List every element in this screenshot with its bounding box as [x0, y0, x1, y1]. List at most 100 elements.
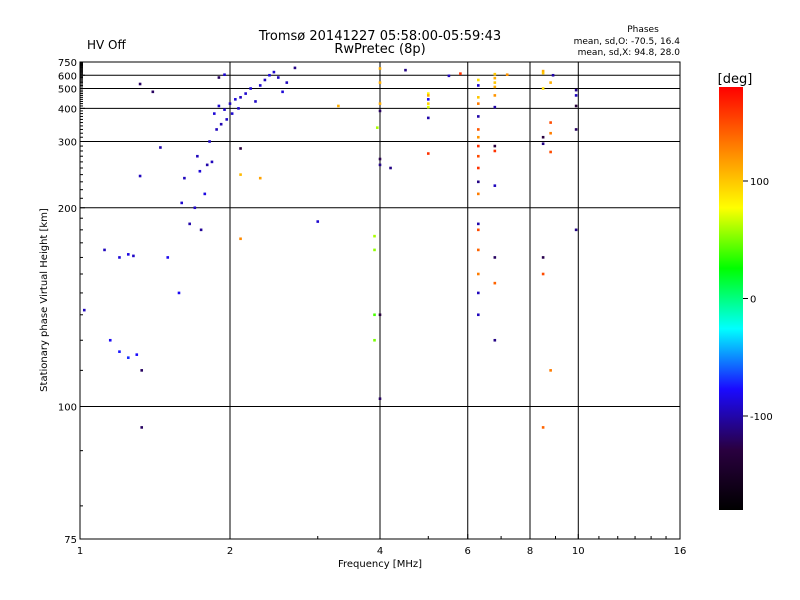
data-point: [477, 313, 480, 317]
data-point: [225, 118, 229, 121]
data-point: [219, 122, 223, 126]
data-point: [426, 105, 430, 109]
data-point: [493, 76, 497, 80]
data-point: [493, 281, 497, 285]
data-point: [254, 100, 257, 103]
data-point: [285, 81, 289, 84]
data-point: [477, 291, 480, 295]
data-point: [541, 69, 545, 73]
colorbar-tick-label: 100: [750, 177, 769, 188]
x-tick-label: 8: [527, 546, 533, 557]
data-point: [541, 426, 545, 429]
data-point: [183, 176, 186, 180]
colorbar-tick-label: 0: [750, 295, 756, 306]
data-point: [126, 253, 130, 256]
phases-o-stats: mean, sd,O: -70.5, 16.4: [574, 37, 681, 47]
data-point: [239, 173, 242, 176]
data-point: [316, 220, 320, 223]
data-point: [459, 72, 462, 75]
data-point: [426, 92, 430, 95]
data-point: [477, 154, 480, 158]
data-point: [378, 397, 382, 401]
x-tick-label: 4: [377, 546, 383, 557]
data-point: [493, 184, 497, 187]
data-point: [477, 96, 480, 99]
data-point: [230, 112, 234, 115]
x-tick-label: 1: [77, 546, 83, 557]
y-axis: 75 100 200 300 400 500 600 750: [58, 58, 85, 546]
phases-title: Phases: [627, 25, 659, 35]
data-point: [198, 169, 202, 173]
data-point: [477, 166, 480, 170]
data-point: [215, 128, 218, 131]
data-point: [223, 73, 226, 77]
data-point: [82, 308, 86, 312]
data-point: [551, 73, 555, 77]
colorbar-tick-label: -100: [750, 412, 773, 423]
data-point: [239, 237, 242, 241]
data-point: [140, 369, 144, 372]
data-point: [493, 144, 497, 148]
data-point: [249, 87, 252, 90]
data-point: [426, 102, 430, 105]
data-point: [541, 71, 545, 75]
data-point: [188, 222, 191, 226]
data-point: [426, 94, 430, 97]
data-point: [549, 131, 552, 135]
data-point: [493, 256, 497, 259]
data-point: [389, 166, 392, 170]
data-point: [258, 176, 262, 180]
data-point: [477, 78, 480, 82]
data-point: [135, 353, 139, 356]
y-axis-label: Stationary phase Virtual Height [km]: [39, 208, 50, 392]
colorbar: [719, 87, 743, 510]
y-tick-label: 300: [58, 138, 77, 149]
data-point: [378, 109, 382, 113]
data-point: [477, 228, 480, 232]
data-point: [426, 152, 430, 155]
data-point: [268, 73, 271, 77]
hv-status: HV Off: [87, 38, 126, 52]
grid-lines: [80, 62, 680, 539]
data-point: [447, 74, 451, 78]
data-point: [541, 87, 545, 90]
data-point: [199, 228, 203, 232]
data-point: [239, 147, 242, 150]
data-point: [177, 291, 181, 295]
data-point: [276, 76, 280, 79]
y-tick-label: 750: [58, 58, 77, 69]
data-point: [138, 82, 142, 86]
data-point: [272, 70, 276, 74]
data-point: [574, 228, 578, 232]
data-point: [541, 135, 545, 139]
data-point: [493, 85, 497, 89]
data-point: [118, 350, 121, 353]
data-point: [378, 67, 382, 70]
data-point: [493, 94, 497, 97]
data-point: [477, 102, 480, 105]
data-point: [373, 234, 376, 238]
data-point: [574, 128, 578, 131]
data-point: [138, 174, 142, 178]
colorbar-ticks: 100 0 -100: [743, 177, 773, 423]
data-point: [404, 68, 407, 72]
data-point: [132, 254, 135, 258]
data-point: [505, 73, 509, 77]
data-point: [203, 192, 207, 196]
data-point: [378, 163, 382, 167]
data-point: [541, 272, 545, 276]
data-point: [217, 104, 221, 108]
data-point: [541, 256, 545, 259]
data-point: [234, 98, 237, 101]
data-point: [477, 128, 480, 131]
data-point: [493, 149, 497, 153]
data-point: [258, 84, 262, 87]
x-tick-label: 2: [227, 546, 233, 557]
data-point: [210, 160, 214, 164]
data-points: [82, 66, 578, 429]
data-point: [549, 150, 552, 154]
data-point: [193, 206, 197, 210]
data-point: [196, 154, 199, 158]
data-point: [574, 94, 578, 97]
data-point: [549, 369, 552, 372]
